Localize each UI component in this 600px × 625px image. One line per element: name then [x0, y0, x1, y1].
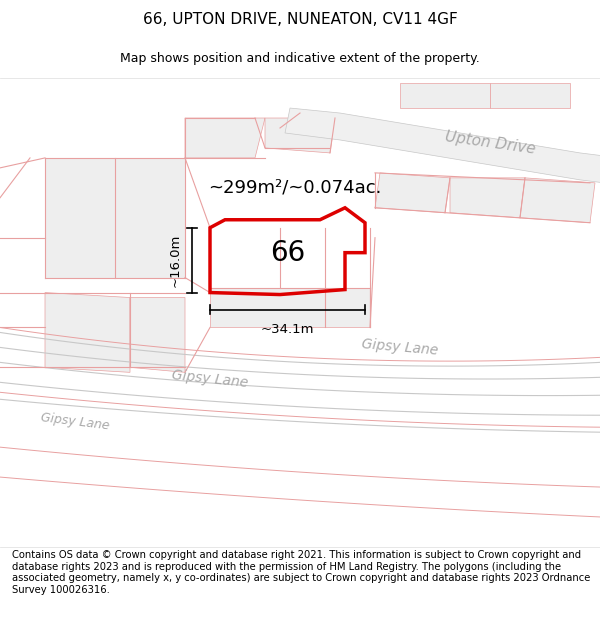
Polygon shape	[265, 118, 335, 153]
Polygon shape	[285, 108, 600, 185]
Text: Contains OS data © Crown copyright and database right 2021. This information is : Contains OS data © Crown copyright and d…	[12, 550, 590, 595]
Polygon shape	[45, 292, 130, 372]
Polygon shape	[520, 178, 595, 222]
Text: ~34.1m: ~34.1m	[261, 324, 314, 336]
Text: ~16.0m: ~16.0m	[169, 234, 182, 287]
Polygon shape	[210, 288, 370, 328]
Polygon shape	[450, 178, 525, 217]
Text: Gipsy Lane: Gipsy Lane	[361, 337, 439, 357]
Text: Gipsy Lane: Gipsy Lane	[40, 411, 110, 433]
Text: Gipsy Lane: Gipsy Lane	[171, 368, 249, 390]
Polygon shape	[490, 83, 570, 108]
Text: Map shows position and indicative extent of the property.: Map shows position and indicative extent…	[120, 52, 480, 65]
Polygon shape	[45, 158, 185, 278]
Polygon shape	[185, 118, 265, 158]
Text: 66, UPTON DRIVE, NUNEATON, CV11 4GF: 66, UPTON DRIVE, NUNEATON, CV11 4GF	[143, 12, 457, 27]
Text: Upton Drive: Upton Drive	[444, 129, 536, 157]
Polygon shape	[0, 78, 600, 547]
Polygon shape	[400, 83, 490, 108]
Polygon shape	[130, 298, 185, 372]
Text: 66: 66	[271, 239, 305, 267]
Polygon shape	[375, 173, 450, 213]
Text: ~299m²/~0.074ac.: ~299m²/~0.074ac.	[208, 179, 382, 197]
